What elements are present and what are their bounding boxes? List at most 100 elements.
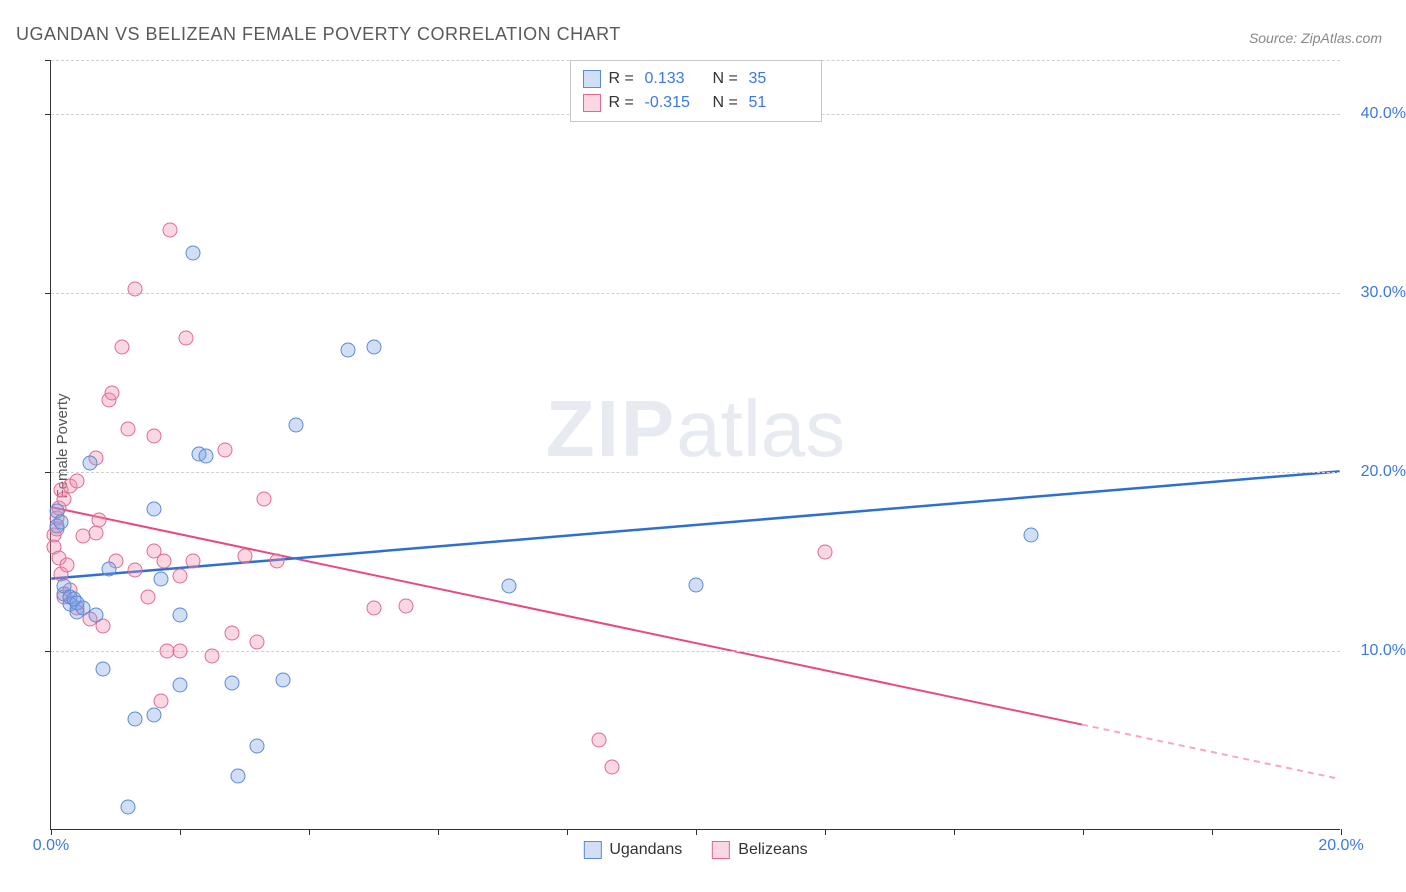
legend-item-ugandans: Ugandans bbox=[583, 841, 682, 859]
y-tick-label: 20.0% bbox=[1361, 463, 1406, 481]
n-label: N = bbox=[713, 67, 741, 91]
x-tick bbox=[954, 829, 955, 835]
scatter-point-belizeans bbox=[173, 643, 188, 658]
scatter-point-belizeans bbox=[114, 339, 129, 354]
x-tick bbox=[1212, 829, 1213, 835]
scatter-point-belizeans bbox=[156, 554, 171, 569]
plot-area: ZIPatlas 10.0%20.0%30.0%40.0% 0.0%20.0% … bbox=[50, 60, 1340, 830]
y-tick bbox=[45, 60, 51, 61]
scatter-point-ugandans bbox=[340, 343, 355, 358]
scatter-point-belizeans bbox=[179, 330, 194, 345]
scatter-point-ugandans bbox=[276, 672, 291, 687]
scatter-point-belizeans bbox=[269, 554, 284, 569]
scatter-point-ugandans bbox=[153, 572, 168, 587]
r-label: R = bbox=[609, 91, 637, 115]
scatter-point-belizeans bbox=[398, 599, 413, 614]
x-tick-label: 0.0% bbox=[33, 837, 69, 855]
x-tick bbox=[825, 829, 826, 835]
scatter-point-belizeans bbox=[366, 600, 381, 615]
stat-legend-box: R = 0.133 N = 35 R = -0.315 N = 51 bbox=[570, 60, 822, 122]
chart-source: Source: ZipAtlas.com bbox=[1249, 30, 1382, 46]
scatter-point-belizeans bbox=[205, 649, 220, 664]
scatter-point-ugandans bbox=[250, 738, 265, 753]
scatter-point-ugandans bbox=[95, 661, 110, 676]
scatter-point-belizeans bbox=[127, 282, 142, 297]
scatter-point-belizeans bbox=[173, 568, 188, 583]
swatch-belizeans bbox=[712, 841, 730, 859]
swatch-ugandans bbox=[583, 70, 601, 88]
chart-title: UGANDAN VS BELIZEAN FEMALE POVERTY CORRE… bbox=[16, 24, 621, 45]
scatter-point-ugandans bbox=[121, 799, 136, 814]
x-tick bbox=[1083, 829, 1084, 835]
scatter-point-belizeans bbox=[140, 590, 155, 605]
bottom-legend: Ugandans Belizeans bbox=[583, 841, 807, 859]
trend-line-extrapolated bbox=[1082, 725, 1340, 779]
chart-container: UGANDAN VS BELIZEAN FEMALE POVERTY CORRE… bbox=[0, 0, 1406, 892]
x-tick bbox=[1341, 829, 1342, 835]
y-tick bbox=[45, 293, 51, 294]
legend-label-ugandans: Ugandans bbox=[609, 841, 682, 859]
trend-lines-svg bbox=[51, 60, 1340, 829]
scatter-point-ugandans bbox=[185, 246, 200, 261]
scatter-point-belizeans bbox=[147, 429, 162, 444]
y-tick bbox=[45, 472, 51, 473]
y-tick-label: 30.0% bbox=[1361, 284, 1406, 302]
y-tick bbox=[45, 114, 51, 115]
y-tick bbox=[45, 651, 51, 652]
scatter-point-ugandans bbox=[501, 579, 516, 594]
scatter-point-ugandans bbox=[127, 711, 142, 726]
legend-item-belizeans: Belizeans bbox=[712, 841, 807, 859]
r-label: R = bbox=[609, 67, 637, 91]
r-value-ugandans: 0.133 bbox=[645, 67, 705, 91]
scatter-point-belizeans bbox=[105, 386, 120, 401]
scatter-point-belizeans bbox=[163, 223, 178, 238]
trend-line bbox=[51, 507, 1082, 724]
scatter-point-belizeans bbox=[250, 634, 265, 649]
scatter-point-belizeans bbox=[224, 626, 239, 641]
legend-label-belizeans: Belizeans bbox=[738, 841, 807, 859]
x-tick bbox=[696, 829, 697, 835]
scatter-point-belizeans bbox=[89, 525, 104, 540]
watermark-zip: ZIP bbox=[546, 384, 676, 473]
x-tick bbox=[438, 829, 439, 835]
scatter-point-ugandans bbox=[173, 608, 188, 623]
watermark: ZIPatlas bbox=[546, 383, 845, 475]
y-tick-label: 10.0% bbox=[1361, 642, 1406, 660]
scatter-point-belizeans bbox=[121, 421, 136, 436]
scatter-point-ugandans bbox=[102, 561, 117, 576]
y-tick-label: 40.0% bbox=[1361, 105, 1406, 123]
grid-line bbox=[51, 293, 1340, 294]
scatter-point-belizeans bbox=[818, 545, 833, 560]
scatter-point-ugandans bbox=[1024, 527, 1039, 542]
scatter-point-ugandans bbox=[289, 418, 304, 433]
scatter-point-ugandans bbox=[198, 448, 213, 463]
grid-line bbox=[51, 472, 1340, 473]
scatter-point-ugandans bbox=[231, 769, 246, 784]
scatter-point-ugandans bbox=[224, 676, 239, 691]
scatter-point-belizeans bbox=[256, 491, 271, 506]
scatter-point-belizeans bbox=[218, 443, 233, 458]
scatter-point-belizeans bbox=[127, 563, 142, 578]
n-label: N = bbox=[713, 91, 741, 115]
grid-line bbox=[51, 651, 1340, 652]
stat-legend-row-belizeans: R = -0.315 N = 51 bbox=[583, 91, 809, 115]
scatter-point-ugandans bbox=[173, 677, 188, 692]
r-value-belizeans: -0.315 bbox=[645, 91, 705, 115]
n-value-ugandans: 35 bbox=[749, 67, 809, 91]
scatter-point-ugandans bbox=[147, 502, 162, 517]
scatter-point-belizeans bbox=[69, 473, 84, 488]
swatch-ugandans bbox=[583, 841, 601, 859]
stat-legend-row-ugandans: R = 0.133 N = 35 bbox=[583, 67, 809, 91]
x-tick bbox=[567, 829, 568, 835]
scatter-point-belizeans bbox=[153, 694, 168, 709]
x-tick bbox=[309, 829, 310, 835]
n-value-belizeans: 51 bbox=[749, 91, 809, 115]
scatter-point-ugandans bbox=[147, 708, 162, 723]
scatter-point-belizeans bbox=[185, 554, 200, 569]
scatter-point-ugandans bbox=[689, 577, 704, 592]
x-tick-label: 20.0% bbox=[1318, 837, 1363, 855]
scatter-point-belizeans bbox=[92, 513, 107, 528]
scatter-point-belizeans bbox=[60, 557, 75, 572]
watermark-atlas: atlas bbox=[676, 384, 845, 473]
scatter-point-belizeans bbox=[592, 733, 607, 748]
